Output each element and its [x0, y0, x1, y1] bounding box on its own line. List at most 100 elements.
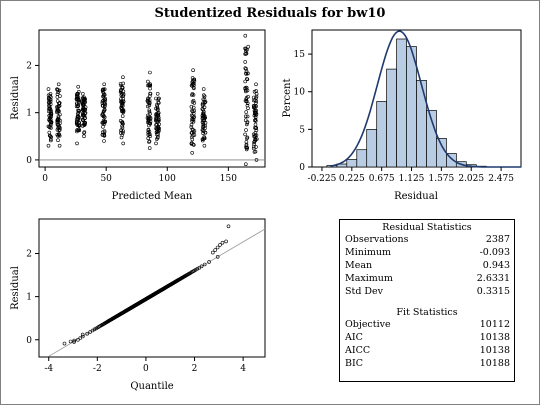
p3-x-tick-label: -4: [44, 364, 53, 374]
p1-point: [82, 131, 86, 135]
p1-point: [121, 81, 125, 86]
p1-point: [200, 138, 205, 143]
p1-point: [245, 77, 250, 82]
p1-point: [146, 79, 150, 84]
p1-point: [192, 115, 197, 119]
p1-point: [147, 121, 152, 126]
p1-point: [81, 118, 85, 123]
p1-point: [253, 138, 258, 142]
p1-point: [83, 105, 88, 109]
p1-point: [83, 116, 87, 120]
p1-point: [83, 122, 87, 127]
p1-point: [254, 126, 258, 130]
stat-value: 0.3315: [476, 286, 510, 297]
p3-y-axis-label: Residual: [10, 266, 21, 310]
p1-point: [102, 115, 107, 120]
p1-point: [147, 139, 152, 144]
p1-point: [100, 103, 105, 108]
p1-point: [74, 101, 79, 105]
p1-point: [102, 82, 106, 87]
p1-point: [102, 129, 107, 133]
p1-point: [244, 114, 248, 119]
p1-point: [245, 47, 249, 52]
stat-row-observations: Observations 2387: [340, 233, 514, 246]
p1-plot-area: [38, 29, 266, 168]
qq-plot-panel: -4 -2 0 2 4 0 1 2 Quantile Residual: [10, 218, 266, 392]
p1-point: [121, 108, 125, 113]
residual-statistics-title: Residual Statistics: [382, 222, 472, 233]
p1-point: [77, 127, 81, 132]
p1-point: [243, 66, 248, 70]
p1-point: [121, 93, 126, 97]
p1-point: [245, 114, 250, 119]
p1-point: [118, 119, 123, 123]
p3-x-tick-label: 4: [240, 364, 246, 374]
p1-point: [76, 84, 80, 89]
p1-point: [202, 136, 207, 140]
p1-point: [155, 107, 160, 112]
stat-value: 2.6331: [476, 273, 510, 284]
p1-point: [48, 110, 53, 114]
fit-row-aic: AIC 10138: [340, 331, 514, 344]
p1-point: [254, 96, 258, 100]
qq-point: [226, 224, 231, 229]
p2-y-tick-label: 10: [294, 88, 306, 98]
p1-point: [148, 92, 153, 96]
qq-point: [68, 339, 73, 344]
p1-point: [203, 100, 208, 104]
p1-point: [56, 138, 60, 142]
p1-point: [121, 75, 125, 79]
histogram-bar: [366, 129, 378, 168]
histogram-bar: [416, 80, 427, 168]
p1-x-axis-label: Predicted Mean: [112, 191, 193, 202]
p1-point: [101, 125, 105, 129]
p1-point: [47, 130, 52, 135]
fit-value: 10138: [479, 332, 510, 343]
histogram-bar: [376, 101, 388, 168]
qq-point: [213, 248, 217, 252]
p1-point: [75, 120, 79, 125]
p1-point: [102, 133, 107, 137]
p1-point: [190, 151, 194, 155]
p1-point: [58, 118, 62, 123]
p3-y-tick-label: 1: [26, 293, 32, 303]
p2-x-tick-label: 1.575: [428, 174, 454, 184]
qq-point: [218, 243, 222, 247]
p1-point: [245, 101, 250, 106]
p1-point: [155, 106, 160, 110]
p1-point: [49, 138, 53, 143]
p1-point: [190, 100, 195, 104]
p1-point: [102, 91, 106, 96]
p1-point: [200, 137, 205, 141]
p1-point: [245, 120, 250, 124]
p1-point: [253, 115, 258, 119]
qq-point: [85, 331, 89, 336]
p1-point: [46, 143, 51, 148]
p1-x-tick-label: 100: [159, 174, 176, 184]
p1-point: [77, 109, 81, 113]
p1-point: [75, 97, 79, 102]
p1-point: [147, 140, 151, 144]
fit-value: 10188: [479, 358, 510, 369]
p1-point: [154, 117, 158, 122]
p1-point: [243, 33, 248, 38]
p1-point: [243, 132, 247, 137]
p1-point: [147, 146, 152, 150]
stat-row-mean: Mean 0.943: [340, 259, 514, 272]
p1-point: [244, 85, 249, 90]
p1-point: [189, 131, 194, 135]
p1-point: [189, 104, 194, 109]
p1-point: [148, 83, 153, 88]
p1-point: [190, 137, 195, 142]
p1-point: [56, 114, 61, 118]
stat-row-std-dev: Std Dev 0.3315: [340, 285, 514, 298]
p1-point: [154, 141, 158, 146]
histogram-bar: [356, 149, 368, 168]
p1-point: [101, 98, 106, 103]
qq-point: [72, 340, 76, 344]
p1-point: [254, 104, 259, 109]
p1-point: [121, 131, 125, 135]
p1-point: [101, 87, 106, 92]
p1-point: [245, 146, 249, 150]
stat-row-maximum: Maximum 2.6331: [340, 272, 514, 285]
